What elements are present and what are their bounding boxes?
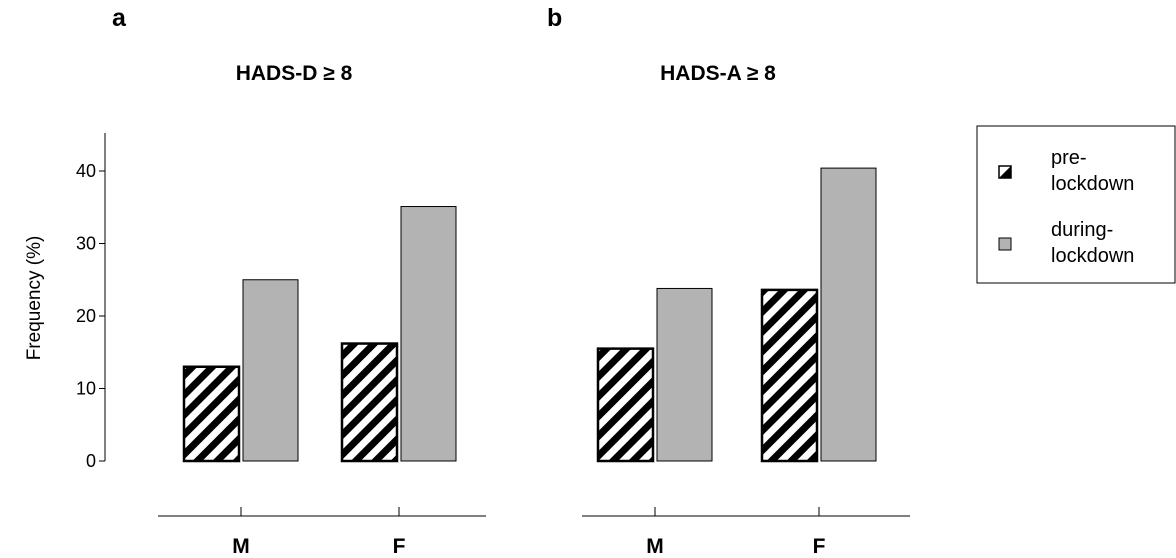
- bar-b-f-pre-lockdown: [760, 288, 819, 463]
- bar-a-m-pre-lockdown: [182, 365, 241, 463]
- bar-a-m-during-lockdown: [242, 279, 299, 462]
- panel-b-title: HADS-A ≥ 8: [660, 62, 776, 85]
- legend: pre- lockdown during- lockdown: [976, 125, 1176, 284]
- x-category-label-f: F: [393, 535, 406, 558]
- x-category-label-m: M: [646, 535, 664, 558]
- legend-label-during-lockdown-line2: lockdown: [1051, 245, 1134, 267]
- panel-a-title: HADS-D ≥ 8: [236, 62, 353, 85]
- bar-a-f-during-lockdown: [400, 206, 457, 462]
- y-tick-label: 0: [86, 451, 96, 471]
- y-axis-title: Frequency (%): [24, 236, 45, 361]
- legend-label-during-lockdown-line1: during-: [1051, 219, 1113, 241]
- legend-box: [976, 125, 1176, 284]
- y-tick-label: 10: [76, 379, 96, 399]
- legend-label-pre-lockdown-line2: lockdown: [1051, 173, 1134, 195]
- legend-swatch-during-lockdown: [998, 237, 1012, 251]
- y-tick-label: 30: [76, 234, 96, 254]
- panel-label-a: a: [112, 4, 127, 32]
- panel-label-b: b: [547, 4, 562, 32]
- y-axis-ticks: 0 10 20 30 40: [76, 161, 105, 471]
- bar-b-m-during-lockdown: [656, 287, 713, 462]
- legend-label-pre-lockdown-line1: pre-: [1051, 147, 1087, 169]
- legend-swatch-pre-lockdown: [998, 165, 1012, 179]
- bars-group: [182, 167, 877, 463]
- bar-b-f-during-lockdown: [820, 167, 877, 462]
- x-category-label-m: M: [232, 535, 250, 558]
- bar-b-m-pre-lockdown: [596, 347, 655, 463]
- bar-a-f-pre-lockdown: [340, 342, 399, 463]
- y-tick-label: 20: [76, 306, 96, 326]
- x-category-label-f: F: [813, 535, 826, 558]
- y-tick-label: 40: [76, 161, 96, 181]
